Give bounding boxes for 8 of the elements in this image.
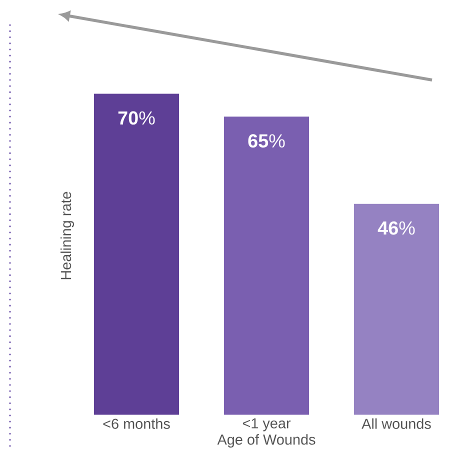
y-axis-title: Healining rate <box>60 192 74 280</box>
data-label: 70% <box>118 111 155 125</box>
data-label: 46% <box>378 221 415 235</box>
x-tick-label: <1 year <box>242 418 291 432</box>
x-tick-label: <6 months <box>103 418 170 429</box>
data-label: 65% <box>248 134 285 148</box>
x-tick-label: All wounds <box>362 418 431 429</box>
x-axis-title: Age of Wounds <box>217 434 316 448</box>
